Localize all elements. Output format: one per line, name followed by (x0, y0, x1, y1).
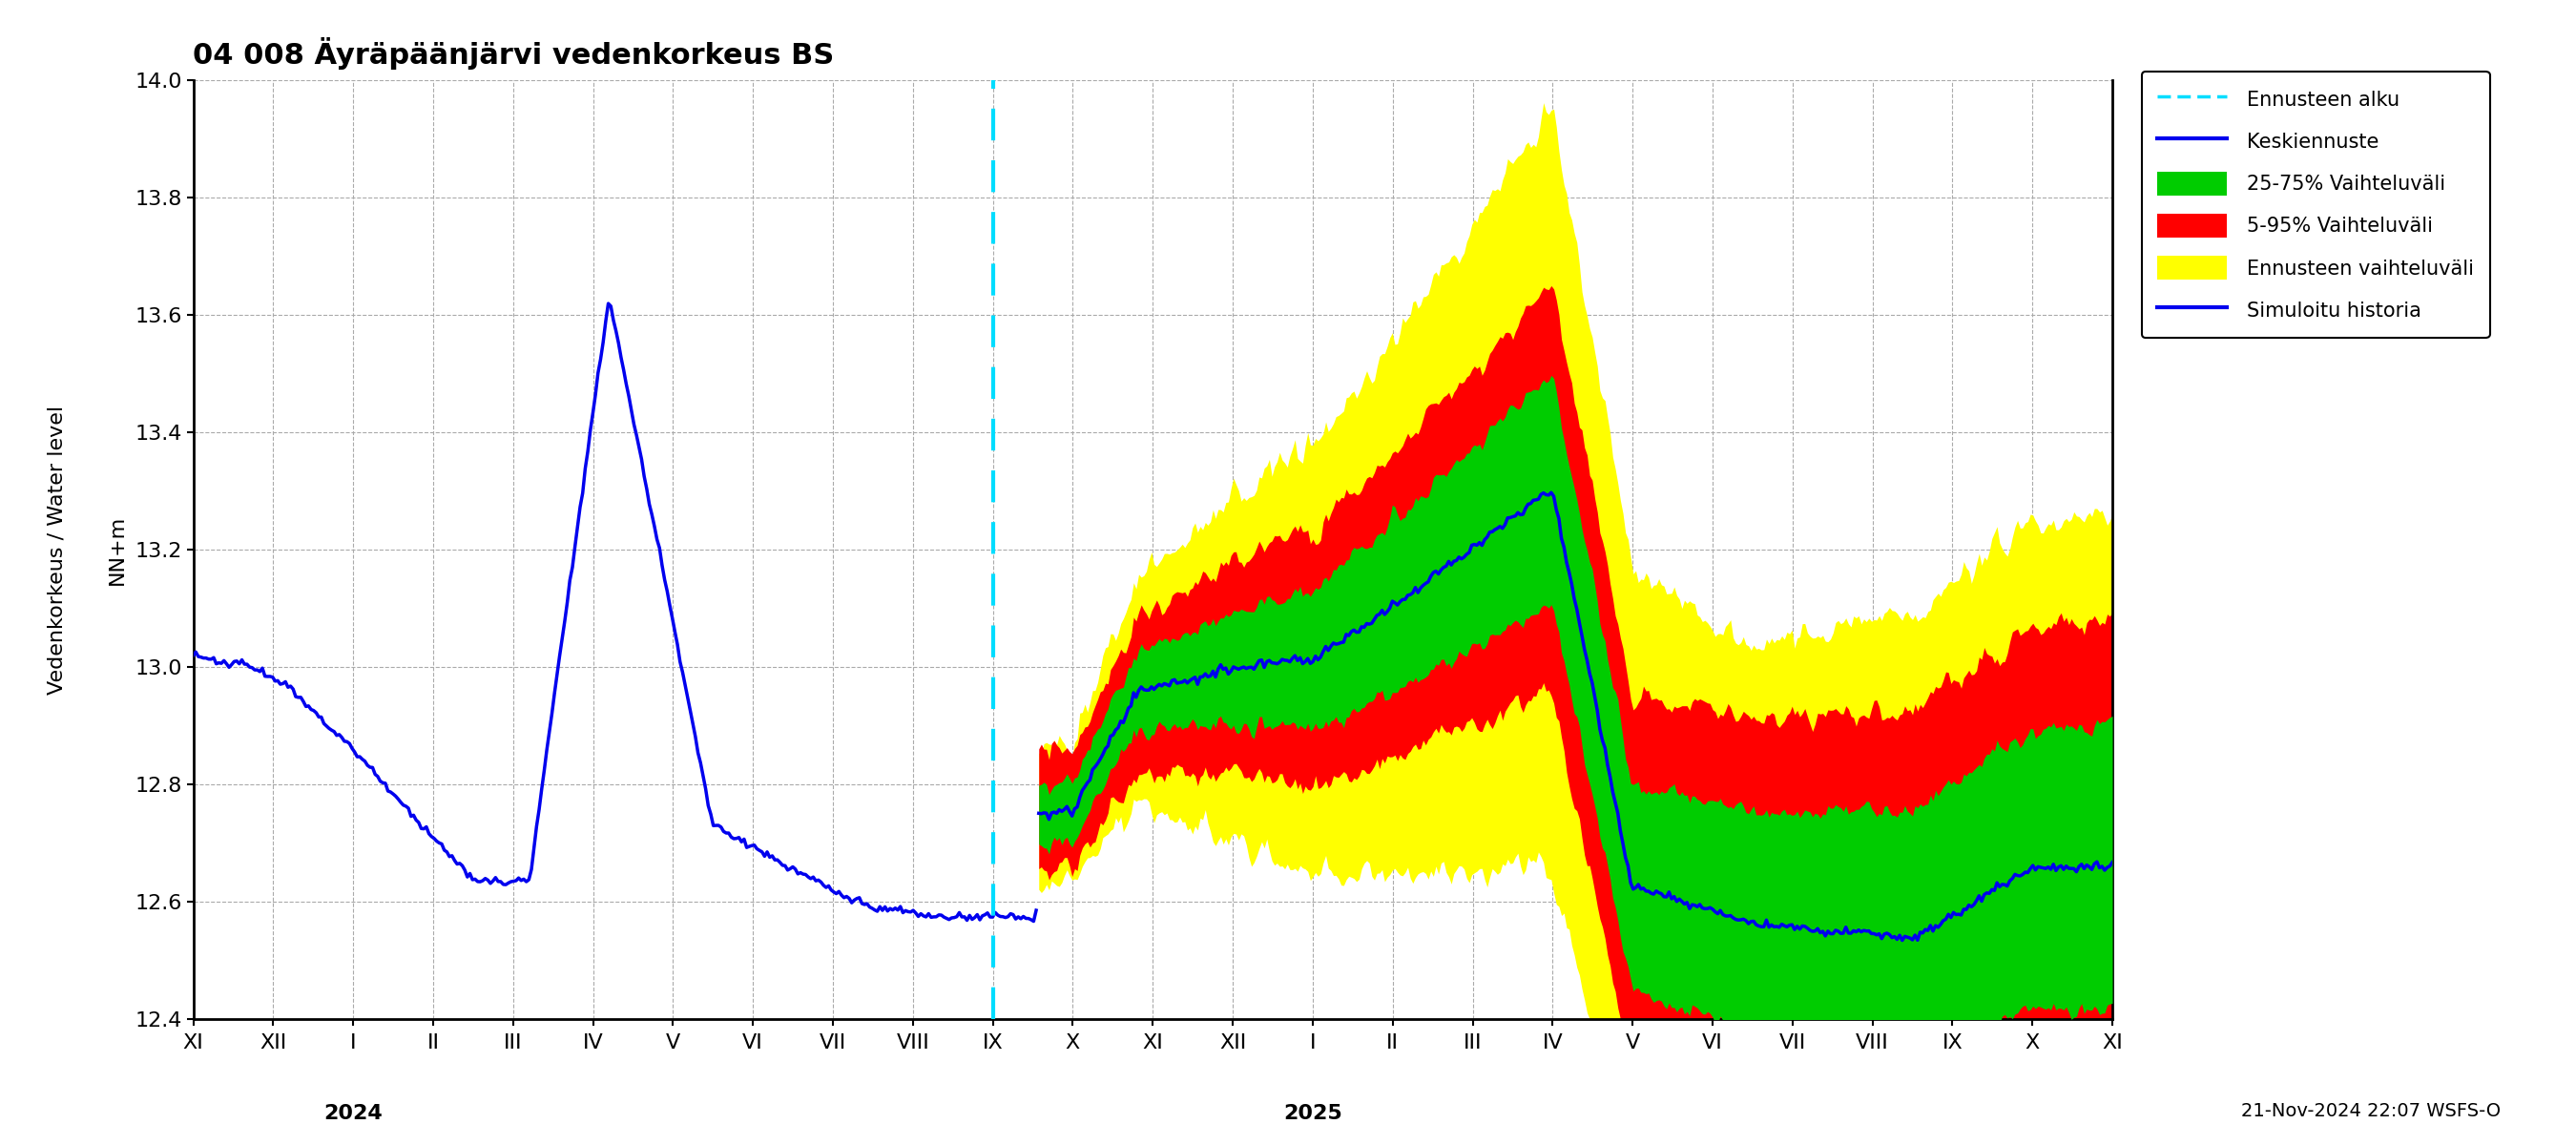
Y-axis label: NN+m: NN+m (108, 514, 126, 585)
Text: 2024: 2024 (325, 1104, 384, 1122)
Text: Vedenkorkeus / Water level: Vedenkorkeus / Water level (46, 405, 67, 694)
Legend: Ennusteen alku, Keskiennuste, 25-75% Vaihteluväli, 5-95% Vaihteluväli, Ennusteen: Ennusteen alku, Keskiennuste, 25-75% Vai… (2141, 71, 2491, 338)
Text: 21-Nov-2024 22:07 WSFS-O: 21-Nov-2024 22:07 WSFS-O (2241, 1101, 2501, 1120)
Text: 04 008 Äyräpäänjärvi vedenkorkeus BS: 04 008 Äyräpäänjärvi vedenkorkeus BS (193, 38, 835, 70)
Text: 2025: 2025 (1283, 1104, 1342, 1122)
